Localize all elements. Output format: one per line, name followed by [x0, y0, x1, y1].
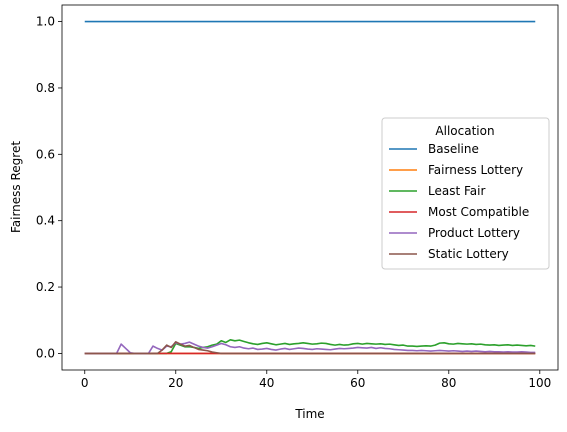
- legend-items: Baseline Fairness Lottery Least Fair Most C…: [389, 142, 529, 261]
- series-line-static-lottery: [84, 340, 536, 355]
- y-tick-label: 0.8: [36, 81, 55, 95]
- x-axis-label: Time: [294, 407, 324, 421]
- x-tick-label: 60: [350, 376, 365, 390]
- plot-lines: [84, 20, 536, 355]
- y-tick-label: 0.2: [36, 280, 55, 294]
- y-axis-label: Fairness Regret: [9, 141, 23, 233]
- series-line-product-lottery: [84, 341, 536, 355]
- x-tick-label: 40: [259, 376, 274, 390]
- legend-title: Allocation: [435, 124, 494, 138]
- y-tick-label: 0.4: [36, 214, 55, 228]
- legend-label-static-lottery: Static Lottery: [428, 247, 509, 261]
- y-axis-ticks: 0.0 0.2 0.4 0.6 0.8 1.0: [36, 15, 62, 360]
- legend-label-baseline: Baseline: [428, 142, 479, 156]
- x-tick-label: 20: [168, 376, 183, 390]
- legend-label-fairness-lottery: Fairness Lottery: [428, 163, 523, 177]
- y-tick-label: 0.6: [36, 147, 55, 161]
- legend-label-least-fair: Least Fair: [428, 184, 485, 198]
- legend-label-most-compatible: Most Compatible: [428, 205, 529, 219]
- x-tick-label: 0: [81, 376, 89, 390]
- x-tick-label: 80: [441, 376, 456, 390]
- legend-label-product-lottery: Product Lottery: [428, 226, 520, 240]
- y-tick-label: 0.0: [36, 346, 55, 360]
- x-tick-label: 100: [528, 376, 551, 390]
- y-tick-label: 1.0: [36, 15, 55, 29]
- plot-frame: [61, 4, 559, 371]
- legend: Allocation Baseline Fairness Lottery Least…: [381, 117, 550, 270]
- x-axis-ticks: 0 20 40 60 80 100: [81, 370, 551, 390]
- legend-frame: [381, 117, 550, 270]
